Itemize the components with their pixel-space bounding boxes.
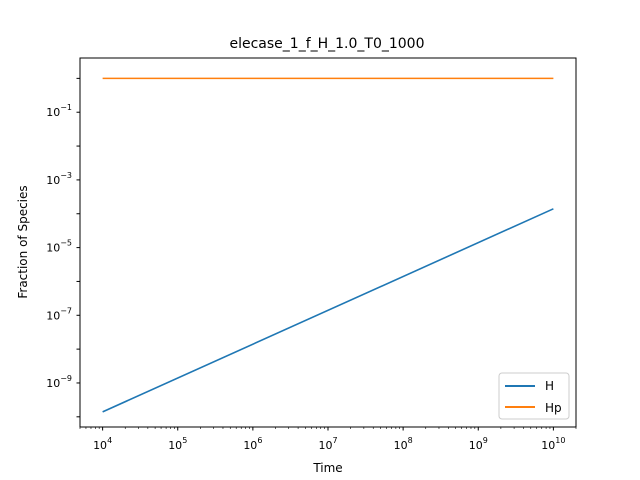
x-tick-label-3: 107 bbox=[318, 436, 337, 452]
y-tick-label-3: 10−7 bbox=[46, 306, 72, 322]
x-tick-label-base-3: 10 bbox=[318, 439, 332, 452]
x-tick-label-base-6: 10 bbox=[541, 439, 555, 452]
legend-label-h: H bbox=[545, 379, 554, 393]
x-tick-label-base-1: 10 bbox=[168, 439, 182, 452]
x-tick-label-exp-3: 7 bbox=[332, 436, 337, 445]
x-tick-label-exp-5: 9 bbox=[483, 436, 488, 445]
x-tick-label-exp-4: 8 bbox=[408, 436, 413, 445]
x-tick-label-base-0: 10 bbox=[93, 439, 107, 452]
y-tick-label-4: 10−9 bbox=[46, 374, 72, 390]
y-tick-label-base-3: 10 bbox=[46, 309, 60, 322]
x-tick-label-exp-1: 5 bbox=[182, 436, 187, 445]
legend: H Hp bbox=[498, 372, 570, 420]
y-tick-label-exp-3: −7 bbox=[60, 306, 72, 315]
x-tick-label-base-4: 10 bbox=[394, 439, 408, 452]
y-tick-label-0: 10−1 bbox=[46, 103, 72, 119]
x-tick-label-exp-2: 6 bbox=[257, 436, 262, 445]
ticks: 104 105 106 107 108 109 101010−110−310−510−710… bbox=[46, 77, 577, 452]
x-tick-label-0: 104 bbox=[93, 436, 112, 452]
y-tick-label-exp-0: −1 bbox=[60, 103, 72, 112]
series-line-h bbox=[102, 208, 554, 413]
legend-label-hp: Hp bbox=[545, 401, 562, 415]
x-tick-label-1: 105 bbox=[168, 436, 187, 452]
x-tick-label-base-5: 10 bbox=[469, 439, 483, 452]
y-tick-label-exp-2: −5 bbox=[60, 239, 72, 248]
x-tick-label-2: 106 bbox=[243, 436, 262, 452]
x-tick-label-6: 1010 bbox=[541, 436, 565, 452]
series-lines bbox=[102, 77, 554, 413]
y-tick-label-base-2: 10 bbox=[46, 242, 60, 255]
x-tick-label-4: 108 bbox=[394, 436, 413, 452]
y-tick-label-base-0: 10 bbox=[46, 106, 60, 119]
x-axis-label: Time bbox=[312, 461, 342, 475]
y-axis-label: Fraction of Species bbox=[16, 185, 30, 298]
x-tick-label-exp-0: 4 bbox=[107, 436, 112, 445]
y-tick-label-exp-4: −9 bbox=[60, 374, 72, 383]
x-tick-label-base-2: 10 bbox=[243, 439, 257, 452]
y-tick-label-2: 10−5 bbox=[46, 239, 72, 255]
plot-area bbox=[79, 57, 577, 428]
x-tick-label-exp-6: 10 bbox=[555, 436, 565, 445]
x-tick-label-5: 109 bbox=[469, 436, 488, 452]
y-tick-label-exp-1: −3 bbox=[60, 171, 72, 180]
y-tick-label-1: 10−3 bbox=[46, 171, 72, 187]
chart-title: elecase_1_f_H_1.0_T0_1000 bbox=[229, 36, 424, 52]
y-tick-label-base-1: 10 bbox=[46, 174, 60, 187]
y-tick-label-base-4: 10 bbox=[46, 377, 60, 390]
